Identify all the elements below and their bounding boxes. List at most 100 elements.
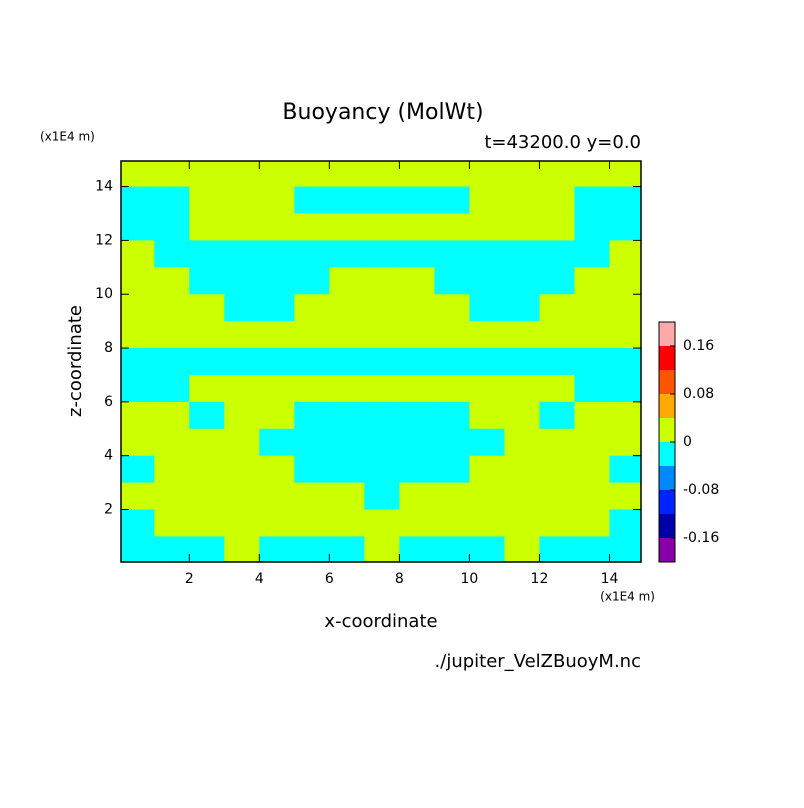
contour-cell — [434, 509, 470, 537]
y-tick-label: 14 — [95, 179, 113, 195]
contour-cell — [469, 161, 505, 188]
colorbar-segment — [659, 538, 675, 562]
contour-cell — [224, 482, 260, 511]
contour-cell — [154, 482, 190, 511]
contour-cell — [574, 321, 610, 349]
y-tick-label: 6 — [104, 394, 113, 410]
contour-cell — [539, 240, 575, 268]
contour-cell — [294, 482, 330, 511]
contour-cell — [399, 428, 435, 457]
contour-cell — [539, 321, 575, 349]
contour-cell — [504, 213, 540, 241]
contour-cell — [434, 267, 470, 295]
contour-cell — [154, 374, 190, 403]
contour-cell — [154, 348, 190, 376]
x-units: (x1E4 m) — [600, 590, 655, 604]
contour-cell — [224, 401, 260, 430]
contour-cell — [189, 240, 225, 268]
contour-cell — [469, 267, 505, 295]
colorbar-segment — [659, 370, 675, 394]
contour-cell — [609, 482, 641, 511]
contour-cell — [154, 213, 190, 241]
x-tick-label: 8 — [395, 571, 404, 587]
colorbar-segment — [659, 514, 675, 538]
contour-cell — [294, 374, 330, 403]
contour-cell — [294, 401, 330, 430]
contour-cell — [609, 455, 641, 484]
contour-cell — [469, 374, 505, 403]
contour-cell — [294, 321, 330, 349]
contour-cell — [329, 240, 365, 268]
contour-cell — [574, 536, 610, 562]
contour-cell — [259, 374, 295, 403]
colorbar-segment — [659, 490, 675, 514]
contour-cell — [224, 455, 260, 484]
contour-cell — [224, 374, 260, 403]
contour-cell — [504, 428, 540, 457]
contour-cell — [609, 509, 641, 537]
contour-cell — [504, 536, 540, 562]
contour-cell — [539, 374, 575, 403]
contour-cell — [329, 161, 365, 188]
contour-cell — [364, 186, 400, 214]
contour-cell — [504, 186, 540, 214]
contour-cell — [329, 321, 365, 349]
contour-cell — [154, 536, 190, 562]
contour-cell — [294, 536, 330, 562]
contour-cell — [574, 267, 610, 295]
contour-cell — [364, 536, 400, 562]
contour-cell — [329, 267, 365, 295]
contour-cell — [434, 186, 470, 214]
y-tick-label: 12 — [95, 232, 113, 248]
contour-cell — [121, 186, 155, 214]
contour-cell — [539, 482, 575, 511]
contour-field — [121, 161, 641, 562]
contour-cell — [294, 161, 330, 188]
contour-cell — [399, 213, 435, 241]
contour-cell — [539, 401, 575, 430]
contour-cell — [294, 294, 330, 322]
contour-cell — [399, 374, 435, 403]
contour-cell — [539, 509, 575, 537]
contour-cell — [364, 509, 400, 537]
contour-cell — [224, 186, 260, 214]
contour-cell — [539, 294, 575, 322]
contour-cell — [469, 294, 505, 322]
contour-cell — [189, 374, 225, 403]
contour-cell — [504, 240, 540, 268]
y-tick-label: 8 — [104, 340, 113, 356]
contour-cell — [539, 267, 575, 295]
contour-cell — [189, 428, 225, 457]
contour-cell — [259, 294, 295, 322]
contour-cell — [121, 509, 155, 537]
contour-cell — [574, 374, 610, 403]
contour-cell — [504, 374, 540, 403]
contour-cell — [574, 213, 610, 241]
contour-cell — [224, 509, 260, 537]
colorbar-segment — [659, 346, 675, 370]
x-tick-label: 14 — [601, 571, 619, 587]
contour-cell — [539, 455, 575, 484]
contour-cell — [259, 267, 295, 295]
contour-cell — [364, 455, 400, 484]
contour-cell — [539, 213, 575, 241]
contour-cell — [189, 455, 225, 484]
contour-cell — [329, 294, 365, 322]
contour-cell — [189, 321, 225, 349]
contour-cell — [609, 161, 641, 188]
contour-cell — [189, 401, 225, 430]
contour-cell — [224, 161, 260, 188]
contour-cell — [469, 213, 505, 241]
x-tick-label: 2 — [185, 571, 194, 587]
contour-cell — [364, 428, 400, 457]
contour-cell — [469, 455, 505, 484]
contour-cell — [609, 267, 641, 295]
contour-cell — [121, 321, 155, 349]
contour-cell — [189, 348, 225, 376]
contour-cell — [469, 348, 505, 376]
contour-cell — [364, 267, 400, 295]
contour-cell — [154, 428, 190, 457]
contour-cell — [259, 455, 295, 484]
contour-cell — [329, 428, 365, 457]
contour-cell — [364, 374, 400, 403]
